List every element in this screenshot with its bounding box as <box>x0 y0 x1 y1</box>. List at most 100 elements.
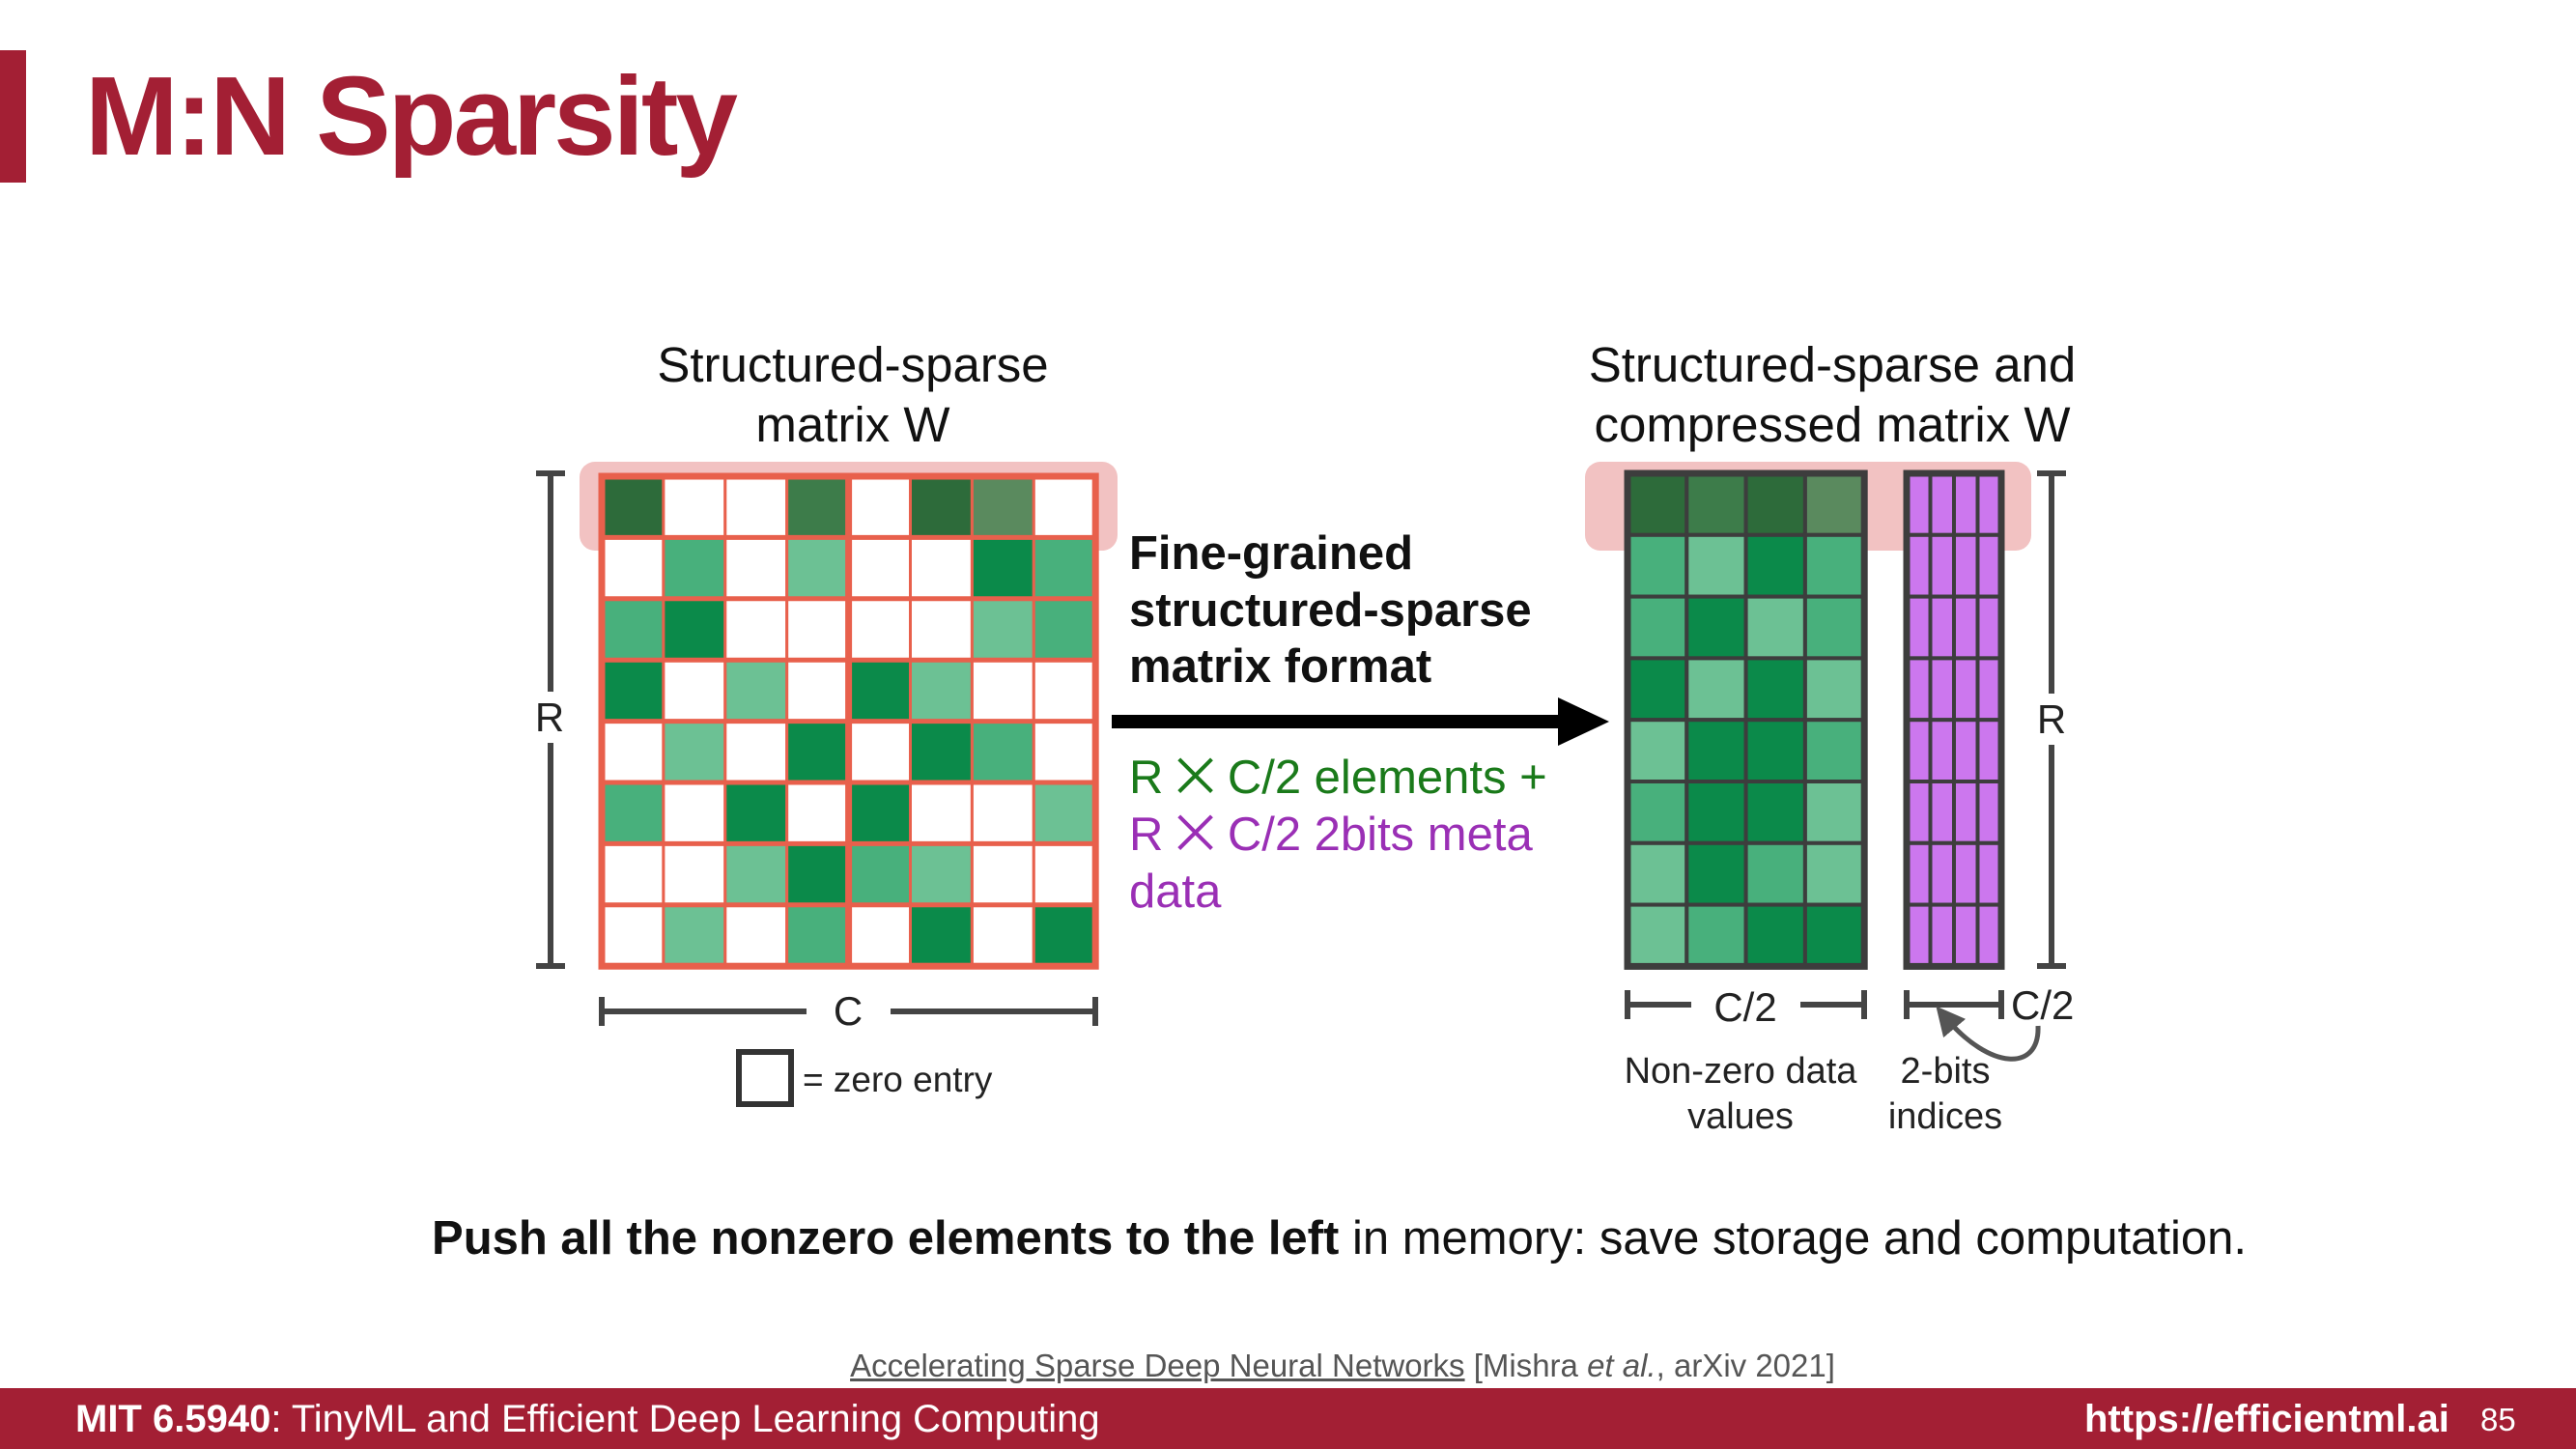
compressed-matrix-border <box>1624 469 1868 970</box>
compressed-cell <box>1626 780 1689 845</box>
sparse-cell <box>909 720 974 784</box>
meta-index-cell <box>1905 532 1933 599</box>
sparse-cell <box>970 903 1035 968</box>
title-accent-bar <box>0 50 26 183</box>
sparse-cell <box>847 535 912 601</box>
sparse-cell <box>723 597 789 662</box>
meta-index-cell <box>1928 594 1956 661</box>
meta-index-cell <box>1905 656 1933 723</box>
sparse-cell <box>662 658 727 724</box>
sparse-cell <box>1032 841 1097 907</box>
compressed-cell <box>1743 471 1807 537</box>
compressed-cell <box>1626 718 1689 784</box>
sparse-cell <box>1032 781 1097 845</box>
meta-index-cell <box>1952 594 1980 661</box>
sparse-cell <box>600 720 665 784</box>
meta-index-cell <box>1905 471 1933 537</box>
meta-index-cell <box>1928 471 1956 537</box>
left-r-bracket <box>536 470 565 969</box>
sparse-cell <box>600 781 665 845</box>
sparse-cell <box>847 474 912 539</box>
indices-curved-arrow <box>1936 1006 2041 1062</box>
compressed-cell <box>1802 840 1867 907</box>
compressed-cell <box>1802 656 1867 723</box>
meta-index-cell <box>1952 902 1980 969</box>
compressed-cell <box>1802 718 1867 784</box>
compressed-c-half-bracket <box>1625 990 1867 1019</box>
sparse-cell <box>723 781 789 845</box>
arrow-label-line-2: structured-sparse <box>1129 584 1532 637</box>
summary-sentence: Push all the nonzero elements to the lef… <box>0 1211 2576 1265</box>
sparse-cell <box>785 535 851 601</box>
meta-index-cell <box>1905 780 1933 845</box>
purple-meta-text-line-2: data <box>1129 866 1222 918</box>
sparse-cell <box>785 474 851 539</box>
compressed-cell <box>1743 902 1807 969</box>
sparse-cell <box>970 720 1035 784</box>
compressed-cell <box>1626 594 1689 661</box>
sparse-cell <box>600 841 665 907</box>
sparse-cell <box>662 781 727 845</box>
purple-meta-text-line-1: R ⨉ C/2 2bits meta <box>1129 809 1533 861</box>
meta-index-cell <box>1905 594 1933 661</box>
meta-index-cell <box>1975 718 2003 784</box>
meta-grid-border <box>1903 469 2005 970</box>
sparse-cell <box>785 903 851 968</box>
citation-post: , arXiv 2021] <box>1656 1348 1835 1383</box>
c-label: C <box>834 988 863 1034</box>
right-r-bracket <box>2037 470 2066 969</box>
compressed-cell <box>1626 902 1689 969</box>
sparse-cell <box>847 903 912 968</box>
meta-index-cell <box>1975 532 2003 599</box>
right-title-line-2: compressed matrix W <box>1594 397 2070 452</box>
sparse-cell <box>662 903 727 968</box>
meta-index-cell <box>1975 780 2003 845</box>
compressed-cell <box>1684 902 1748 969</box>
meta-index-cell <box>1905 718 1933 784</box>
compressed-cell <box>1743 718 1807 784</box>
meta-index-cell <box>1928 656 1956 723</box>
sparse-cell <box>600 658 665 724</box>
sparse-cell <box>785 658 851 724</box>
meta-index-cell <box>1952 718 1980 784</box>
meta-index-cell <box>1928 718 1956 784</box>
meta-c-half-bracket <box>1904 990 2004 1019</box>
meta-index-cell <box>1928 780 1956 845</box>
meta-index-cell <box>1905 902 1933 969</box>
citation: Accelerating Sparse Deep Neural Networks… <box>0 1348 2576 1384</box>
sparse-cell <box>847 841 912 907</box>
footer-url[interactable]: https://efficientml.ai <box>2084 1398 2449 1440</box>
slide-title: M:N Sparsity <box>85 53 738 179</box>
meta-index-cell <box>1952 532 1980 599</box>
sparse-cell <box>847 781 912 845</box>
compressed-cell <box>1802 902 1867 969</box>
compressed-cell <box>1743 780 1807 845</box>
citation-pre: [Mishra <box>1464 1348 1588 1383</box>
sparse-cell <box>723 535 789 601</box>
compressed-cell <box>1684 594 1748 661</box>
left-r-label: R <box>535 695 564 740</box>
nonzero-caption-line-2: values <box>1687 1096 1794 1137</box>
transform-arrow-head <box>1558 697 1609 746</box>
left-title-line-1: Structured-sparse <box>657 337 1048 392</box>
zero-entry-legend-text: = zero entry <box>803 1060 993 1099</box>
compressed-cell <box>1802 780 1867 845</box>
meta-c-half-label: C/2 <box>2011 982 2074 1028</box>
compressed-cell <box>1684 532 1748 599</box>
metadata-index-grid <box>1903 469 2005 970</box>
citation-link[interactable]: Accelerating Sparse Deep Neural Networks <box>850 1348 1465 1383</box>
sparse-cell <box>970 535 1035 601</box>
sparse-cell <box>970 474 1035 539</box>
sparse-cell <box>909 535 974 601</box>
page-number: 85 <box>2480 1402 2516 1437</box>
meta-index-cell <box>1952 780 1980 845</box>
footer-course: MIT 6.5940: TinyML and Efficient Deep Le… <box>75 1398 1100 1441</box>
summary-rest: in memory: save storage and computation. <box>1339 1212 2247 1264</box>
sparse-cell <box>600 474 665 539</box>
sparse-cell <box>662 535 727 601</box>
compressed-cell <box>1743 594 1807 661</box>
compressed-cell <box>1684 780 1748 845</box>
citation-etal: et al. <box>1587 1348 1656 1383</box>
sparse-cell <box>909 658 974 724</box>
sparse-cell <box>1032 658 1097 724</box>
